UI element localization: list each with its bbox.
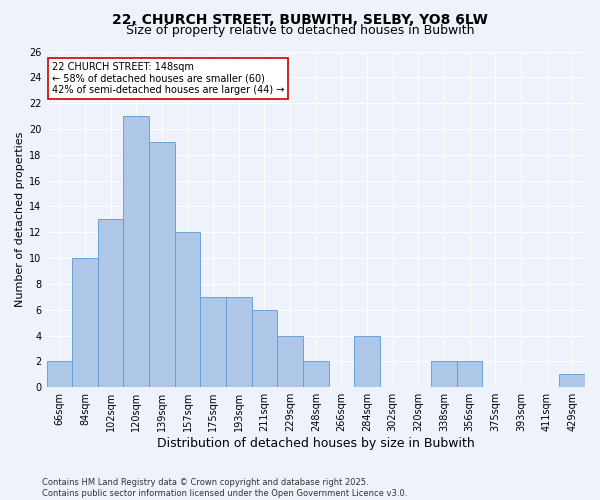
Bar xyxy=(124,116,149,387)
Bar xyxy=(175,232,200,387)
Bar xyxy=(200,297,226,387)
Bar xyxy=(72,258,98,387)
Bar xyxy=(47,362,72,387)
Bar xyxy=(226,297,251,387)
Bar xyxy=(251,310,277,387)
Text: 22, CHURCH STREET, BUBWITH, SELBY, YO8 6LW: 22, CHURCH STREET, BUBWITH, SELBY, YO8 6… xyxy=(112,12,488,26)
Bar xyxy=(559,374,585,387)
Bar xyxy=(277,336,303,387)
Bar xyxy=(457,362,482,387)
Bar xyxy=(149,142,175,387)
X-axis label: Distribution of detached houses by size in Bubwith: Distribution of detached houses by size … xyxy=(157,437,475,450)
Y-axis label: Number of detached properties: Number of detached properties xyxy=(15,132,25,307)
Text: Contains HM Land Registry data © Crown copyright and database right 2025.
Contai: Contains HM Land Registry data © Crown c… xyxy=(42,478,407,498)
Text: 22 CHURCH STREET: 148sqm
← 58% of detached houses are smaller (60)
42% of semi-d: 22 CHURCH STREET: 148sqm ← 58% of detach… xyxy=(52,62,284,95)
Bar xyxy=(303,362,329,387)
Bar xyxy=(98,220,124,387)
Bar xyxy=(431,362,457,387)
Bar xyxy=(354,336,380,387)
Text: Size of property relative to detached houses in Bubwith: Size of property relative to detached ho… xyxy=(126,24,474,37)
